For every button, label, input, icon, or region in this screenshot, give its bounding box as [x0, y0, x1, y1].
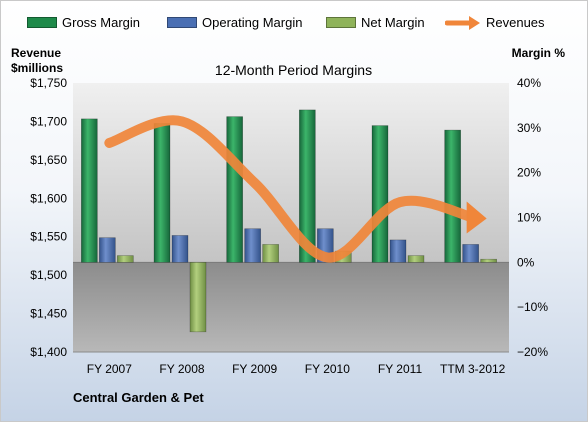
legend-item-net-margin: Net Margin [326, 15, 425, 30]
left-axis-title-line-1: Revenue [11, 46, 62, 60]
x-axis-tick-label: FY 2007 [87, 362, 132, 376]
operating-margin-bar [99, 237, 116, 263]
left-axis-tick-label: $1,550 [30, 230, 67, 244]
x-axis-tick-label: FY 2008 [159, 362, 204, 376]
right-axis-tick-label: −20% [517, 345, 548, 359]
x-axis-tick-label: FY 2009 [232, 362, 277, 376]
legend-arrow-revenues [445, 15, 480, 30]
company-name: Central Garden & Pet [73, 390, 204, 405]
net-margin-bar [262, 244, 279, 263]
operating-margin-bar [462, 244, 479, 263]
legend-item-gross-margin: Gross Margin [27, 15, 140, 30]
net-margin-bar [480, 258, 497, 263]
revenues-line [104, 115, 478, 263]
gross-margin-bar [226, 116, 243, 263]
plot-background-upper [73, 83, 509, 263]
plot-background-lower [73, 262, 509, 352]
right-axis-tick-label: 40% [517, 76, 541, 90]
net-margin-bar [189, 262, 207, 333]
legend-label-operating-margin: Operating Margin [202, 15, 303, 30]
left-axis-tick-label: $1,750 [30, 76, 67, 90]
legend-label-gross-margin: Gross Margin [62, 15, 141, 30]
legend-label-net-margin: Net Margin [361, 15, 425, 30]
right-axis-tick-label: 10% [517, 211, 541, 225]
net-margin-bar [117, 255, 134, 263]
gross-margin-bar [444, 129, 461, 263]
gross-margin-bar [81, 118, 98, 263]
left-axis-title: Revenue $millions [11, 46, 63, 76]
operating-margin-bar [244, 228, 261, 263]
gross-margin-bar [371, 125, 389, 263]
chart-title: 12-Month Period Margins [214, 62, 373, 78]
left-axis-tick-label: $1,700 [30, 114, 67, 128]
left-axis-tick-label: $1,400 [30, 345, 67, 359]
legend-item-revenues: Revenues [445, 15, 545, 30]
left-axis-tick-label: $1,650 [30, 153, 67, 167]
left-axis-tick-label: $1,500 [30, 268, 67, 282]
gross-margin-bar [299, 109, 316, 263]
operating-margin-bar [171, 235, 189, 263]
x-axis-tick-label: FY 2010 [305, 362, 350, 376]
right-axis-tick-label: 30% [517, 121, 541, 135]
right-axis-title: Margin % [511, 46, 565, 60]
gross-margin-bar [153, 123, 171, 263]
legend-item-operating-margin: Operating Margin [167, 15, 302, 30]
right-axis-tick-label: 0% [517, 255, 535, 269]
legend: Gross Margin Operating Margin Net Margin… [11, 9, 581, 37]
left-axis-tick-label: $1,450 [30, 307, 67, 321]
legend-label-revenues: Revenues [486, 15, 545, 30]
legend-swatch-net-margin [326, 17, 356, 28]
left-axis-title-line-2: $millions [11, 61, 64, 75]
right-axis-tick-label: −10% [517, 300, 548, 314]
net-margin-bar [407, 255, 425, 263]
right-axis-tick-label: 20% [517, 166, 541, 180]
legend-swatch-gross-margin [27, 17, 57, 28]
x-axis-tick-label: TTM 3-2012 [440, 362, 506, 376]
legend-swatch-operating-margin [167, 17, 197, 28]
operating-margin-bar [389, 239, 407, 263]
revenues-arrowhead [466, 201, 487, 234]
left-axis-tick-label: $1,600 [30, 191, 67, 205]
x-axis-tick-label: FY 2011 [378, 362, 423, 376]
